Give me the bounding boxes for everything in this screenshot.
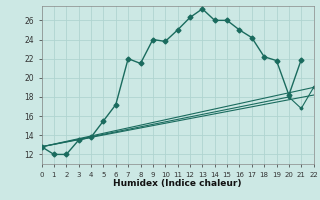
X-axis label: Humidex (Indice chaleur): Humidex (Indice chaleur)	[113, 179, 242, 188]
